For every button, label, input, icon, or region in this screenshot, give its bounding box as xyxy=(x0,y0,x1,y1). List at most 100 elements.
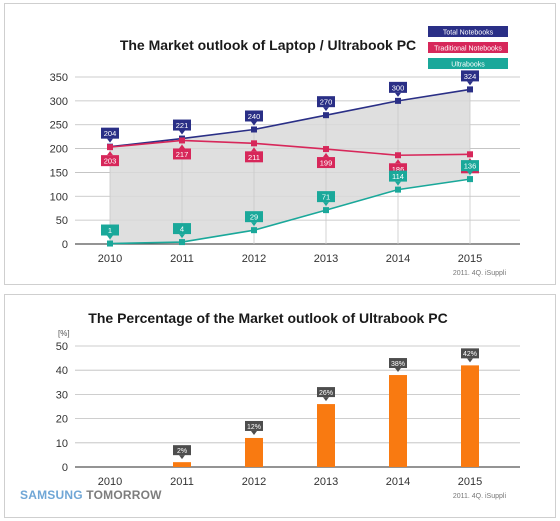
bar xyxy=(173,462,191,467)
data-point xyxy=(179,137,185,144)
x-tick-label: 2011 xyxy=(170,253,194,265)
market-outlook-line-chart: The Market outlook of Laptop / Ultrabook… xyxy=(50,26,520,277)
data-label-box xyxy=(101,224,119,236)
data-label-pointer xyxy=(395,368,401,373)
data-label: 71 xyxy=(322,193,330,202)
series-line-2 xyxy=(109,178,471,245)
y-tick-label: 10 xyxy=(56,438,68,450)
bar xyxy=(461,365,479,467)
data-label: 1 xyxy=(108,226,112,235)
x-tick-label: 2013 xyxy=(314,253,338,265)
legend-label-0: Total Notebooks xyxy=(443,30,494,37)
data-label: 240 xyxy=(248,112,261,121)
data-label-box xyxy=(389,163,407,175)
data-label: 4 xyxy=(180,225,184,234)
y-tick-label: 350 xyxy=(50,72,68,84)
data-label: 26% xyxy=(319,390,333,397)
legend-swatch-0 xyxy=(428,26,508,37)
y-unit-label: [%] xyxy=(58,329,70,338)
data-label-box xyxy=(245,420,263,431)
data-label: 270 xyxy=(320,98,333,107)
data-label-box xyxy=(389,358,407,369)
y-tick-label: 50 xyxy=(56,215,68,227)
data-label: 199 xyxy=(320,159,333,168)
data-label-box xyxy=(317,191,335,203)
data-label-pointer xyxy=(323,107,329,112)
data-point xyxy=(107,240,113,247)
x-tick-label: 2015 xyxy=(458,476,482,488)
legend-swatch-2 xyxy=(428,58,508,69)
data-label: 42% xyxy=(463,351,477,358)
bar xyxy=(245,437,263,467)
samsung-tomorrow-logo: SAMSUNG TOMORROW xyxy=(20,488,162,502)
data-label: 2% xyxy=(177,448,187,455)
data-label-pointer xyxy=(323,397,329,402)
series-line-0 xyxy=(109,88,471,148)
brand-tomorrow: TOMORROW xyxy=(86,488,162,502)
x-tick-label: 2011 xyxy=(170,476,194,488)
brand-samsung: SAMSUNG xyxy=(20,488,83,502)
data-label-pointer xyxy=(395,92,401,97)
data-label-box xyxy=(245,151,263,163)
data-label-box xyxy=(461,348,479,359)
data-label-pointer xyxy=(323,153,329,158)
data-label-box xyxy=(461,70,479,82)
data-label-pointer xyxy=(179,130,185,135)
data-point xyxy=(323,146,329,153)
y-tick-label: 100 xyxy=(50,191,68,203)
data-label-pointer xyxy=(251,430,257,435)
data-label: 12% xyxy=(247,424,261,431)
data-label-pointer xyxy=(467,171,473,176)
data-point xyxy=(323,112,329,119)
data-label-pointer xyxy=(395,181,401,186)
data-label-pointer xyxy=(107,138,113,143)
data-label-box xyxy=(245,211,263,223)
data-label-box xyxy=(173,223,191,235)
y-tick-label: 150 xyxy=(50,167,68,179)
data-label-box xyxy=(173,119,191,131)
data-label-box xyxy=(317,387,335,398)
y-tick-label: 20 xyxy=(56,414,68,426)
data-label: 38% xyxy=(391,361,405,368)
data-label-pointer xyxy=(251,222,257,227)
y-tick-label: 50 xyxy=(56,341,68,353)
y-tick-label: 0 xyxy=(62,462,68,474)
x-tick-label: 2013 xyxy=(314,476,338,488)
data-label-pointer xyxy=(395,159,401,164)
data-point xyxy=(467,86,473,93)
data-point xyxy=(395,97,401,104)
data-label-box xyxy=(317,96,335,108)
chart-title: The Percentage of the Market outlook of … xyxy=(88,310,447,326)
data-label-pointer xyxy=(467,81,473,86)
data-point xyxy=(251,126,257,133)
data-label-pointer xyxy=(467,358,473,363)
data-label-pointer xyxy=(179,234,185,239)
data-point xyxy=(251,140,257,147)
chart-title: The Market outlook of Laptop / Ultrabook… xyxy=(120,37,416,53)
data-point xyxy=(107,144,113,151)
data-point xyxy=(467,176,473,183)
x-tick-label: 2014 xyxy=(386,253,410,265)
x-tick-label: 2010 xyxy=(98,253,122,265)
data-point xyxy=(179,239,185,246)
data-label-box xyxy=(389,81,407,93)
data-label: 211 xyxy=(248,153,260,162)
data-label-pointer xyxy=(251,121,257,126)
x-tick-label: 2012 xyxy=(242,253,266,265)
data-label-pointer xyxy=(323,202,329,207)
y-tick-label: 200 xyxy=(50,144,68,156)
market-area xyxy=(110,89,470,244)
data-label: 136 xyxy=(464,162,477,171)
y-tick-label: 30 xyxy=(56,389,68,401)
y-tick-label: 300 xyxy=(50,96,68,108)
bar xyxy=(389,375,407,467)
legend-swatch-1 xyxy=(428,42,508,53)
data-label: 221 xyxy=(176,121,189,130)
data-label: 217 xyxy=(176,150,189,159)
legend-label-2: Ultrabooks xyxy=(451,62,485,69)
data-point xyxy=(395,152,401,159)
y-tick-label: 250 xyxy=(50,120,68,132)
y-tick-label: 0 xyxy=(62,239,68,251)
data-label-box xyxy=(173,445,191,456)
data-label: 324 xyxy=(464,72,477,81)
